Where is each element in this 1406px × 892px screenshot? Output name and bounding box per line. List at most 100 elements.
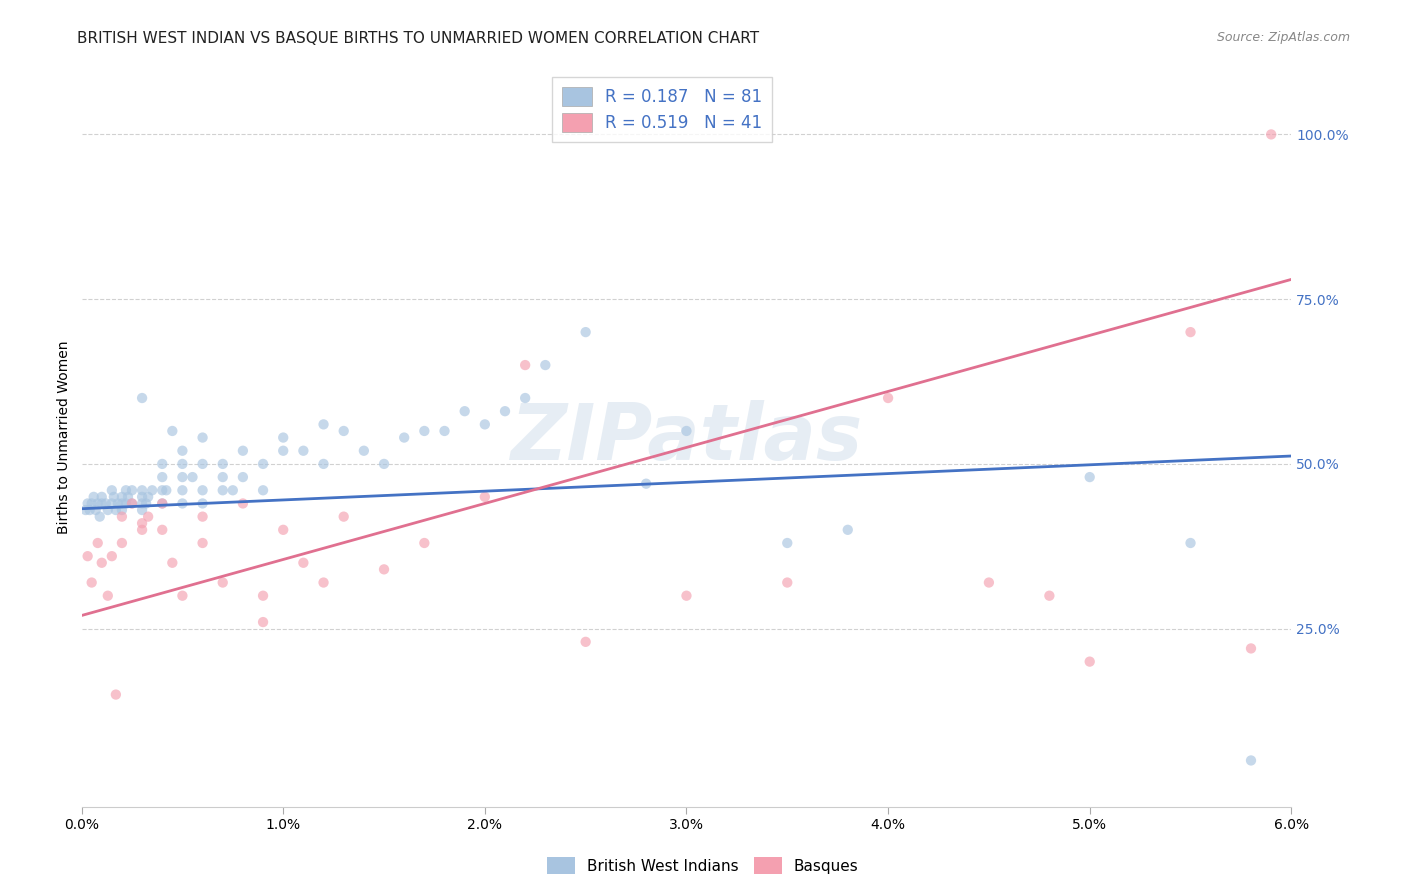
Point <box>211 483 233 498</box>
Point <box>1240 754 1263 768</box>
Point <box>89 509 111 524</box>
Point <box>172 483 194 498</box>
Point <box>252 589 274 603</box>
Point <box>1240 641 1263 656</box>
Point <box>90 556 112 570</box>
Point <box>75 503 97 517</box>
Point <box>84 503 107 517</box>
Point <box>150 496 173 510</box>
Point <box>172 443 194 458</box>
Point <box>101 483 124 498</box>
Point <box>131 391 153 405</box>
Point <box>433 424 456 438</box>
Point <box>636 476 658 491</box>
Point <box>1038 589 1060 603</box>
Point <box>131 490 153 504</box>
Point <box>162 424 184 438</box>
Point <box>474 490 496 504</box>
Point <box>80 575 103 590</box>
Point <box>373 457 395 471</box>
Point <box>111 536 134 550</box>
Point <box>211 470 233 484</box>
Point <box>155 483 177 498</box>
Point <box>121 496 143 510</box>
Point <box>90 490 112 504</box>
Point <box>232 470 254 484</box>
Point <box>83 490 105 504</box>
Text: BRITISH WEST INDIAN VS BASQUE BIRTHS TO UNMARRIED WOMEN CORRELATION CHART: BRITISH WEST INDIAN VS BASQUE BIRTHS TO … <box>77 31 759 46</box>
Point <box>121 483 143 498</box>
Point <box>191 483 214 498</box>
Point <box>191 536 214 550</box>
Point <box>211 457 233 471</box>
Point <box>131 523 153 537</box>
Point <box>1180 325 1202 339</box>
Point <box>222 483 245 498</box>
Point <box>776 575 799 590</box>
Point <box>150 523 173 537</box>
Point <box>115 483 138 498</box>
Point <box>332 509 354 524</box>
Point <box>90 496 112 510</box>
Point <box>271 431 294 445</box>
Point <box>107 496 129 510</box>
Point <box>252 483 274 498</box>
Point <box>131 516 153 531</box>
Point <box>111 503 134 517</box>
Point <box>191 496 214 510</box>
Point <box>312 575 335 590</box>
Point <box>1078 470 1101 484</box>
Point <box>373 562 395 576</box>
Point <box>534 358 557 372</box>
Legend: R = 0.187   N = 81, R = 0.519   N = 41: R = 0.187 N = 81, R = 0.519 N = 41 <box>553 77 772 142</box>
Point <box>76 549 98 564</box>
Point <box>575 635 598 649</box>
Point <box>172 496 194 510</box>
Point <box>150 470 173 484</box>
Point <box>1180 536 1202 550</box>
Point <box>172 470 194 484</box>
Point <box>271 443 294 458</box>
Point <box>575 325 598 339</box>
Point <box>675 589 697 603</box>
Point <box>453 404 475 418</box>
Point <box>675 424 697 438</box>
Point <box>1260 128 1282 142</box>
Legend: British West Indians, Basques: British West Indians, Basques <box>541 851 865 880</box>
Point <box>413 536 436 550</box>
Point <box>515 358 537 372</box>
Point <box>252 457 274 471</box>
Point <box>101 549 124 564</box>
Point <box>79 503 101 517</box>
Point <box>121 496 143 510</box>
Point <box>150 483 173 498</box>
Point <box>80 496 103 510</box>
Point <box>111 496 134 510</box>
Point <box>150 496 173 510</box>
Point <box>232 443 254 458</box>
Point <box>1078 655 1101 669</box>
Point <box>172 457 194 471</box>
Point <box>97 503 120 517</box>
Point <box>135 496 157 510</box>
Point <box>232 496 254 510</box>
Point <box>162 556 184 570</box>
Point <box>101 496 124 510</box>
Point <box>111 490 134 504</box>
Point <box>172 589 194 603</box>
Point <box>413 424 436 438</box>
Point <box>977 575 1000 590</box>
Point <box>271 523 294 537</box>
Point <box>76 496 98 510</box>
Point <box>97 589 120 603</box>
Point <box>191 431 214 445</box>
Text: ZIPatlas: ZIPatlas <box>510 400 863 475</box>
Point <box>104 688 127 702</box>
Point <box>312 457 335 471</box>
Point <box>117 490 139 504</box>
Point <box>292 556 315 570</box>
Point <box>150 457 173 471</box>
Point <box>111 509 134 524</box>
Point <box>136 509 159 524</box>
Point <box>211 575 233 590</box>
